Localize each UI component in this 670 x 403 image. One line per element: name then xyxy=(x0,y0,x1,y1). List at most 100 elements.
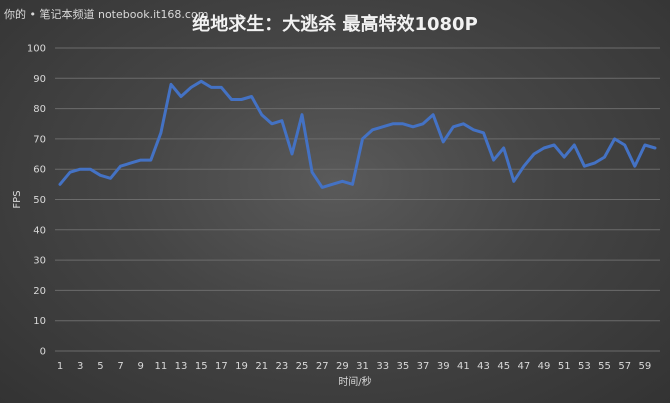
y-tick-label: 60 xyxy=(33,165,46,176)
data-point xyxy=(613,137,616,140)
data-point xyxy=(321,186,324,189)
chart-title: 绝地求生：大逃杀 最高特效1080P xyxy=(192,13,478,35)
y-axis-label: FPS xyxy=(12,190,23,208)
data-point xyxy=(59,183,62,186)
data-point xyxy=(220,86,223,89)
data-point xyxy=(432,113,435,116)
y-tick-label: 50 xyxy=(33,195,46,206)
data-point xyxy=(180,95,183,98)
data-point xyxy=(573,143,576,146)
data-point xyxy=(411,125,414,128)
data-point xyxy=(532,153,535,156)
data-point xyxy=(492,159,495,162)
x-tick-label: 41 xyxy=(457,361,470,372)
y-axis-ticks: 0 10 20 30 40 50 60 70 80 90 100 xyxy=(27,44,46,358)
data-point xyxy=(149,159,152,162)
x-axis-label: 时间/秒 xyxy=(338,375,371,388)
data-point xyxy=(89,168,92,171)
data-point xyxy=(311,171,314,174)
data-point xyxy=(200,80,203,83)
x-tick-label: 7 xyxy=(117,361,123,372)
x-tick-label: 55 xyxy=(598,361,611,372)
watermark-text: 你的 • 笔记本频道 notebook.it168.com xyxy=(4,8,209,21)
x-tick-label: 3 xyxy=(77,361,83,372)
data-point xyxy=(331,183,334,186)
x-tick-label: 53 xyxy=(578,361,591,372)
data-point xyxy=(442,140,445,143)
data-point xyxy=(401,122,404,125)
data-point xyxy=(371,128,374,131)
data-point xyxy=(381,125,384,128)
grid-lines xyxy=(55,47,660,352)
data-point xyxy=(502,146,505,149)
x-tick-label: 45 xyxy=(497,361,510,372)
data-point xyxy=(169,83,172,86)
data-point xyxy=(210,86,213,89)
x-tick-label: 31 xyxy=(356,361,369,372)
x-tick-label: 33 xyxy=(376,361,389,372)
x-tick-label: 51 xyxy=(558,361,571,372)
data-point xyxy=(593,162,596,165)
y-tick-label: 0 xyxy=(40,347,46,358)
data-point xyxy=(69,171,72,174)
x-tick-label: 29 xyxy=(336,361,349,372)
x-tick-label: 15 xyxy=(195,361,208,372)
data-point xyxy=(391,122,394,125)
x-tick-label: 59 xyxy=(639,361,652,372)
x-tick-label: 23 xyxy=(276,361,289,372)
data-point xyxy=(422,122,425,125)
y-tick-label: 90 xyxy=(33,74,46,85)
x-tick-label: 11 xyxy=(155,361,168,372)
y-tick-label: 80 xyxy=(33,104,46,115)
data-point xyxy=(361,137,364,140)
x-tick-label: 17 xyxy=(215,361,228,372)
data-point xyxy=(643,143,646,146)
data-point xyxy=(472,128,475,131)
data-point xyxy=(633,165,636,168)
x-tick-label: 37 xyxy=(417,361,430,372)
x-tick-label: 27 xyxy=(316,361,329,372)
data-point xyxy=(452,125,455,128)
data-point xyxy=(260,113,263,116)
data-point xyxy=(653,146,656,149)
data-point xyxy=(79,168,82,171)
data-point xyxy=(190,86,193,89)
x-tick-label: 43 xyxy=(477,361,490,372)
data-point xyxy=(230,98,233,101)
data-point xyxy=(603,156,606,159)
x-tick-label: 35 xyxy=(397,361,410,372)
y-tick-label: 70 xyxy=(33,134,46,145)
x-tick-label: 5 xyxy=(97,361,103,372)
x-tick-label: 57 xyxy=(618,361,631,372)
data-point xyxy=(159,131,162,134)
x-tick-label: 19 xyxy=(235,361,248,372)
data-point xyxy=(99,174,102,177)
x-tick-label: 49 xyxy=(538,361,551,372)
series-line-0 xyxy=(58,79,657,189)
x-tick-label: 1 xyxy=(57,361,63,372)
x-tick-label: 21 xyxy=(255,361,268,372)
data-point xyxy=(280,119,283,122)
data-point xyxy=(543,146,546,149)
data-point xyxy=(129,162,132,165)
data-point xyxy=(139,159,142,162)
x-tick-label: 9 xyxy=(138,361,144,372)
y-tick-label: 20 xyxy=(33,286,46,297)
y-tick-label: 10 xyxy=(33,316,46,327)
data-point xyxy=(250,95,253,98)
data-point xyxy=(270,122,273,125)
data-point xyxy=(351,183,354,186)
data-point xyxy=(553,143,556,146)
y-tick-label: 40 xyxy=(33,225,46,236)
data-point xyxy=(522,165,525,168)
data-point xyxy=(290,153,293,156)
data-point xyxy=(119,165,122,168)
data-point xyxy=(482,131,485,134)
data-point xyxy=(563,156,566,159)
y-tick-label: 100 xyxy=(27,44,46,55)
data-point xyxy=(301,113,304,116)
data-point xyxy=(109,177,112,180)
data-point xyxy=(583,165,586,168)
